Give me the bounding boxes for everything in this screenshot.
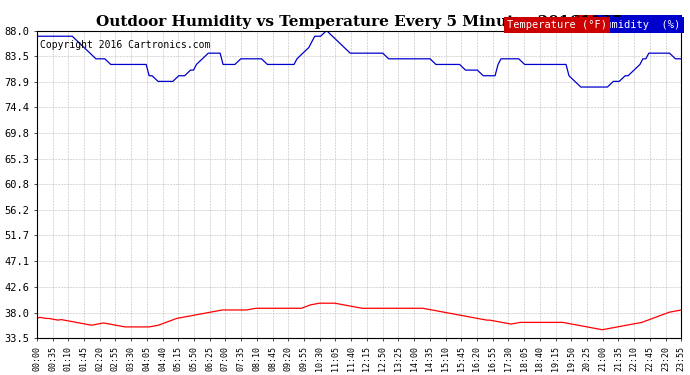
Title: Outdoor Humidity vs Temperature Every 5 Minutes 20161125: Outdoor Humidity vs Temperature Every 5 …	[96, 15, 622, 29]
Text: Temperature (°F): Temperature (°F)	[578, 18, 678, 28]
Text: Temperature (°F): Temperature (°F)	[507, 20, 607, 30]
Text: Humidity  (%): Humidity (%)	[598, 18, 678, 28]
Text: Copyright 2016 Cartronics.com: Copyright 2016 Cartronics.com	[40, 40, 210, 50]
Text: Humidity  (%): Humidity (%)	[600, 20, 681, 30]
